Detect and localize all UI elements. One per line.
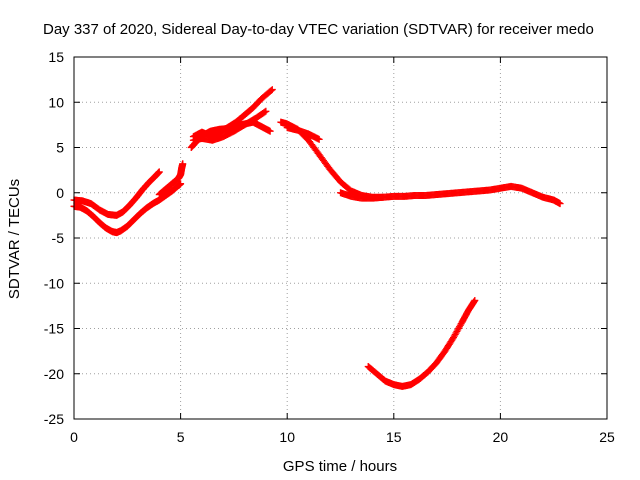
data-point: [179, 160, 187, 168]
x-tick-label: 0: [70, 429, 78, 445]
data-point: [266, 127, 274, 135]
data-point: [315, 135, 323, 143]
y-tick-label: -5: [52, 230, 65, 246]
data-point: [556, 200, 564, 208]
series-track-j: [364, 296, 479, 390]
data-points: [70, 86, 564, 390]
y-tick-label: 15: [48, 49, 64, 65]
axis-ticks: 0 5 10 15 20 25 15 10 5 0 -5 -10 -15 -20 -25: [44, 49, 615, 445]
x-tick-label: 25: [599, 429, 615, 445]
x-tick-label: 20: [493, 429, 509, 445]
y-tick-label: 5: [56, 140, 64, 156]
data-point: [261, 108, 269, 116]
series-track-h: [283, 124, 323, 143]
x-tick-label: 10: [279, 429, 295, 445]
y-axis-label: SDTVAR / TECUs: [6, 179, 23, 299]
x-axis-label: GPS time / hours: [283, 458, 397, 475]
series-track-b: [70, 168, 163, 219]
data-point: [471, 296, 479, 304]
chart-title: Day 337 of 2020, Sidereal Day-to-day VTE…: [43, 21, 594, 38]
y-tick-label: -15: [44, 321, 64, 337]
x-tick-label: 5: [177, 429, 185, 445]
series-track-e: [189, 86, 276, 141]
series-track-f: [189, 107, 270, 144]
data-point: [267, 86, 275, 94]
y-tick-label: -25: [44, 411, 64, 427]
data-point: [268, 86, 276, 94]
y-tick-label: -10: [44, 275, 64, 291]
y-tick-label: -20: [44, 366, 64, 382]
series-track-c: [155, 160, 187, 199]
x-tick-label: 15: [386, 429, 402, 445]
y-tick-label: 0: [56, 185, 64, 201]
data-point: [155, 168, 163, 176]
series-track-i: [337, 182, 564, 208]
data-point: [262, 107, 270, 115]
series-track-a: [70, 180, 185, 237]
y-tick-label: 10: [48, 94, 64, 110]
data-point: [177, 180, 185, 188]
